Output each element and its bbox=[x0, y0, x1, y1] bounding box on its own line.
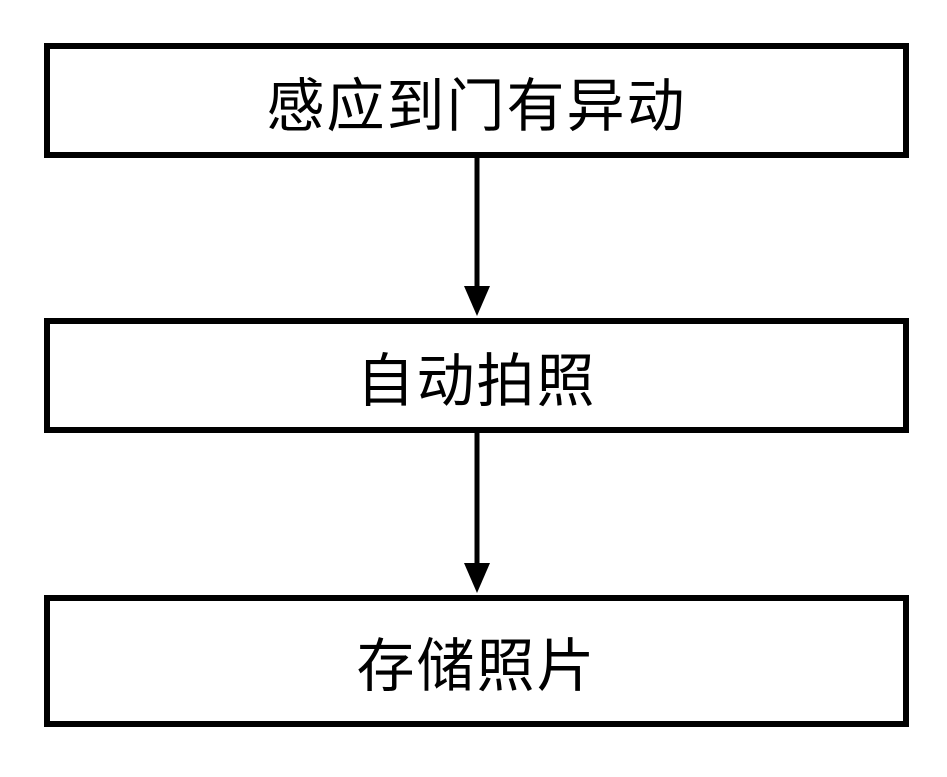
flow-node-label: 感应到门有异动 bbox=[266, 59, 686, 143]
flow-node-n3: 存储照片 bbox=[44, 595, 909, 727]
flowchart-canvas: 感应到门有异动自动拍照存储照片 bbox=[0, 0, 947, 777]
flow-node-label: 存储照片 bbox=[356, 619, 596, 703]
flow-node-n2: 自动拍照 bbox=[44, 318, 909, 433]
flow-node-label: 自动拍照 bbox=[356, 334, 596, 418]
flow-arrow-1 bbox=[451, 433, 503, 593]
flow-node-n1: 感应到门有异动 bbox=[44, 43, 909, 158]
flow-arrow-0 bbox=[451, 158, 503, 316]
